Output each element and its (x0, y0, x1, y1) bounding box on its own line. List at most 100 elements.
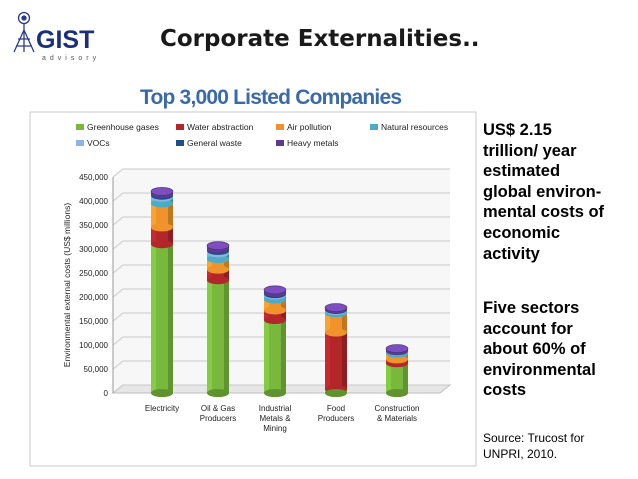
gridline (112, 168, 124, 178)
legend-swatch (76, 124, 84, 130)
gridline (112, 312, 124, 322)
bar-cap (207, 265, 229, 274)
bar-segment (264, 320, 286, 393)
bar-highlight (264, 320, 269, 393)
slide-title: Corporate Externalities.. (160, 26, 480, 52)
bar-shadow (168, 244, 173, 393)
bar-segment (264, 310, 286, 321)
y-tick-label: 50,000 (84, 365, 109, 374)
bar-highlight (207, 280, 212, 393)
bar-cap (151, 199, 173, 208)
bar-highlight (386, 353, 391, 360)
bar-segment (207, 280, 229, 393)
bar-highlight (207, 253, 212, 260)
legend-swatch (276, 124, 284, 130)
gridline (112, 384, 124, 394)
bar-segment (151, 244, 173, 393)
bar-highlight (151, 227, 156, 245)
bar-highlight (207, 269, 212, 281)
bar-highlight (386, 363, 391, 393)
sector-summary-text: Five sectors account for about 60% of en… (483, 299, 596, 400)
bar-shadow (224, 280, 229, 393)
bar-segment (325, 332, 347, 390)
bar-shadow (403, 363, 408, 393)
y-tick-label: 350,000 (79, 221, 108, 230)
legend-label: Greenhouse gases (87, 122, 159, 132)
bar-shadow (281, 310, 286, 321)
bar-shadow (168, 203, 173, 228)
y-tick-label: 150,000 (79, 317, 108, 326)
y-tick-label: 450,000 (79, 173, 108, 182)
x-tick-label: Food Producers (318, 404, 354, 423)
logo-mark-icon (13, 11, 35, 53)
bar-segment (386, 363, 408, 393)
bar-shadow (224, 253, 229, 260)
y-tick-label: 300,000 (79, 245, 108, 254)
bar-bottom (207, 389, 229, 397)
bar-segment (151, 227, 173, 245)
bar-cap (207, 255, 229, 264)
bar-highlight (151, 244, 156, 393)
gridline (112, 288, 124, 298)
x-tick-label: Electricity (145, 404, 179, 413)
legend-label: Natural resources (381, 122, 448, 132)
bar-segment (207, 269, 229, 281)
cost-summary-text: US$ 2.15 trillion/ year estimated global… (483, 121, 605, 263)
bar-bottom (325, 389, 347, 397)
x-tick-label: Industrial Metals & Mining (259, 404, 292, 433)
gridline (112, 192, 124, 202)
legend-swatch (176, 124, 184, 130)
bar-shadow (168, 197, 173, 204)
bar-shadow (281, 299, 286, 311)
legend-label: Water abstraction (187, 122, 254, 132)
bar-shadow (281, 320, 286, 393)
bar-highlight (264, 299, 269, 311)
gridline (112, 264, 124, 274)
bar-highlight (264, 310, 269, 321)
y-tick-label: 200,000 (79, 293, 108, 302)
bar-top (324, 303, 348, 312)
legend-label: Air pollution (287, 122, 332, 132)
bar-segment (325, 313, 347, 333)
gridline (112, 240, 124, 250)
gist-logo: GIST advisory (6, 8, 116, 64)
bar-highlight (325, 332, 330, 390)
bar-cap (325, 328, 347, 337)
bar-segment (264, 299, 286, 311)
x-tick-label: Construction & Materials (375, 404, 420, 423)
source-note: Source: Trucost for UNPRI, 2010. (483, 431, 585, 461)
bar-highlight (325, 313, 330, 333)
y-tick-label: 0 (104, 389, 109, 398)
bar-top (263, 285, 287, 295)
legend-label: General waste (187, 138, 242, 148)
legend-swatch (76, 140, 84, 146)
bar-top (206, 241, 230, 250)
stacked-bar-chart: Greenhouse gases Water abstraction Air pol… (29, 111, 477, 467)
bar-top (385, 344, 409, 353)
bar-segment (151, 203, 173, 228)
bar-bottom (386, 389, 408, 397)
bar-cap (264, 306, 286, 315)
bar-shadow (168, 227, 173, 245)
chart-title: Top 3,000 Listed Companies (140, 86, 402, 109)
bar-cap (386, 355, 408, 364)
legend-swatch (276, 140, 284, 146)
gridline (112, 360, 124, 370)
legend-label: Heavy metals (287, 138, 339, 148)
logo-sub: advisory (42, 55, 100, 62)
bar-shadow (342, 332, 347, 390)
y-axis-label: Environmental external costs (US$ millio… (62, 203, 72, 368)
bar-highlight (151, 203, 156, 228)
bar-cap (151, 223, 173, 232)
bar-shadow (342, 313, 347, 333)
bar-top (150, 187, 174, 196)
gridline (112, 216, 124, 226)
bar-highlight (151, 197, 156, 204)
y-tick-label: 400,000 (79, 197, 108, 206)
legend-label: VOCs (87, 138, 110, 148)
bar-cap (151, 240, 173, 249)
legend-swatch (370, 124, 378, 130)
bar-cap (264, 316, 286, 325)
x-tick-label: Oil & Gas Producers (200, 404, 236, 423)
bar-segment (207, 259, 229, 270)
